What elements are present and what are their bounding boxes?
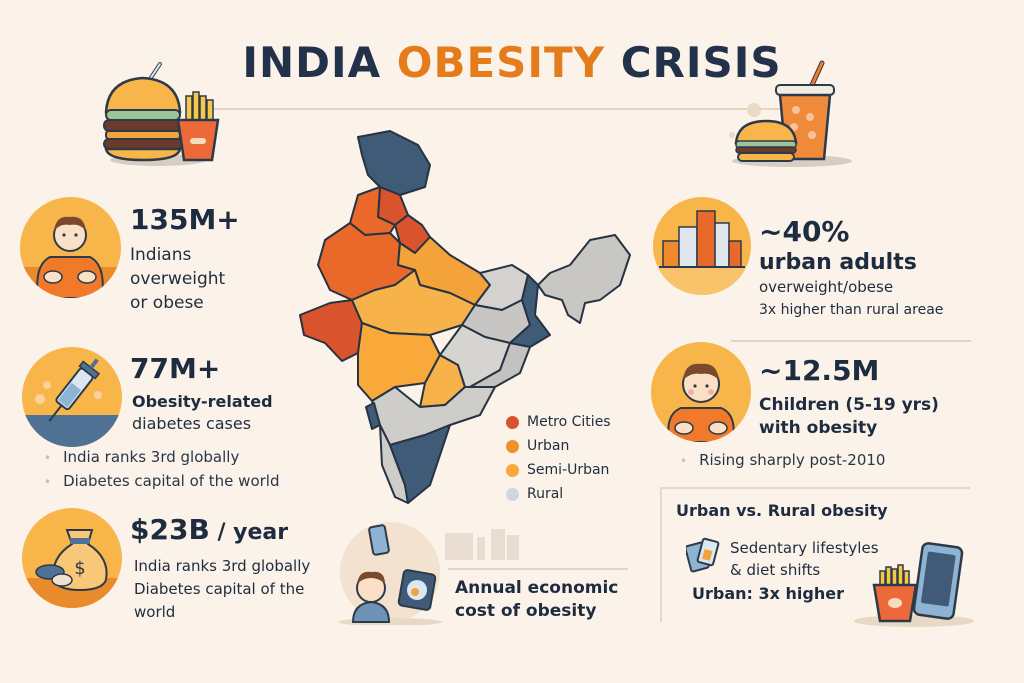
city-buildings-icon [653,197,751,295]
legend-dot-icon [506,487,519,501]
legend-label: Rural [527,486,564,502]
urban-vs-rural-title: Urban vs. Rural obesity [676,501,888,520]
label-line: with obesity [759,418,878,438]
page-title: INDIA OBESITY CRISIS [0,38,1024,87]
label-line: India ranks 3rd globally [134,557,311,575]
burger-fries-icon [98,62,228,167]
stat-label-diabetes-bold: Obesity-related [132,392,273,411]
label-line: Diabetes capital of the [134,580,305,598]
stat-label-cost: India ranks 3rd globally Diabetes capita… [134,555,310,624]
title-part-india: INDIA [242,38,382,87]
legend-urban: Urban [506,434,611,458]
title-part-crisis: CRISIS [620,38,782,87]
stat-label-diabetes: diabetes cases [132,414,252,433]
urban-3x-emphasis: Urban: 3x higher [692,584,844,603]
overweight-child-icon [651,342,751,442]
legend-dot-icon [506,463,519,477]
overweight-person-icon [20,197,121,298]
label-line: Sedentary lifestyles [730,539,879,557]
cost-suffix: / year [209,520,289,545]
label-line: Annual economic [455,578,619,598]
syringe-icon [22,347,122,447]
label-line: or obese [130,293,204,313]
center-divider [448,568,628,570]
legend-dot-icon [506,439,519,453]
legend-rural: Rural [506,482,611,506]
stat-value-urban-adults: ~40% [759,215,850,248]
india-map [290,125,635,510]
svg-text:$: $ [74,558,85,579]
legend-label: Semi-Urban [527,462,610,478]
map-legend: Metro Cities Urban Semi-Urban Rural [506,410,611,506]
tablets-icon [684,536,722,576]
faded-buildings-icon [445,525,535,560]
stat-note-rural-comparison: 3x higher than rural areae [759,302,944,318]
legend-dot-icon [506,415,519,429]
stat-label-urban-adults: overweight/obese [759,278,894,296]
stat-value-children: ~12.5M [759,354,880,387]
legend-metro: Metro Cities [506,410,611,434]
title-divider [205,108,815,110]
title-accent-obesity: OBESITY [396,38,606,87]
burger-drink-icon [712,55,852,167]
bullet-diabetes-capital: Diabetes capital of the world [44,472,279,490]
right-divider-1 [731,340,971,342]
money-bag-icon: $ [22,508,122,608]
label-line: overweight [130,269,226,289]
stat-label-overweight: Indians overweight or obese [130,243,225,315]
label-line: Indians [130,245,192,265]
fries-and-phone-icon [852,535,977,627]
stat-value-overweight: 135M+ [130,203,240,236]
stat-label-urban-adults-bold: urban adults [759,250,917,275]
bullet-india-ranks: India ranks 3rd globally [44,448,239,466]
child-with-screens-icon [335,520,445,626]
label-line: & diet shifts [730,561,821,579]
bullet-rising-sharply: Rising sharply post-2010 [680,451,885,469]
cost-value: $23B [130,513,210,546]
stat-value-cost: $23B / year [130,513,288,546]
legend-label: Urban [527,438,570,454]
label-line: world [134,603,176,621]
stat-value-diabetes: 77M+ [130,352,221,385]
lifestyle-text: Sedentary lifestyles & diet shifts [730,537,879,581]
legend-semi-urban: Semi-Urban [506,458,611,482]
label-line: Children (5-19 yrs) [759,395,939,415]
economic-cost-label: Annual economic cost of obesity [455,577,618,623]
stat-label-children: Children (5-19 yrs) with obesity [759,394,939,440]
urban-vs-rural-card [660,487,970,622]
label-line: cost of obesity [455,601,597,621]
legend-label: Metro Cities [527,414,611,430]
